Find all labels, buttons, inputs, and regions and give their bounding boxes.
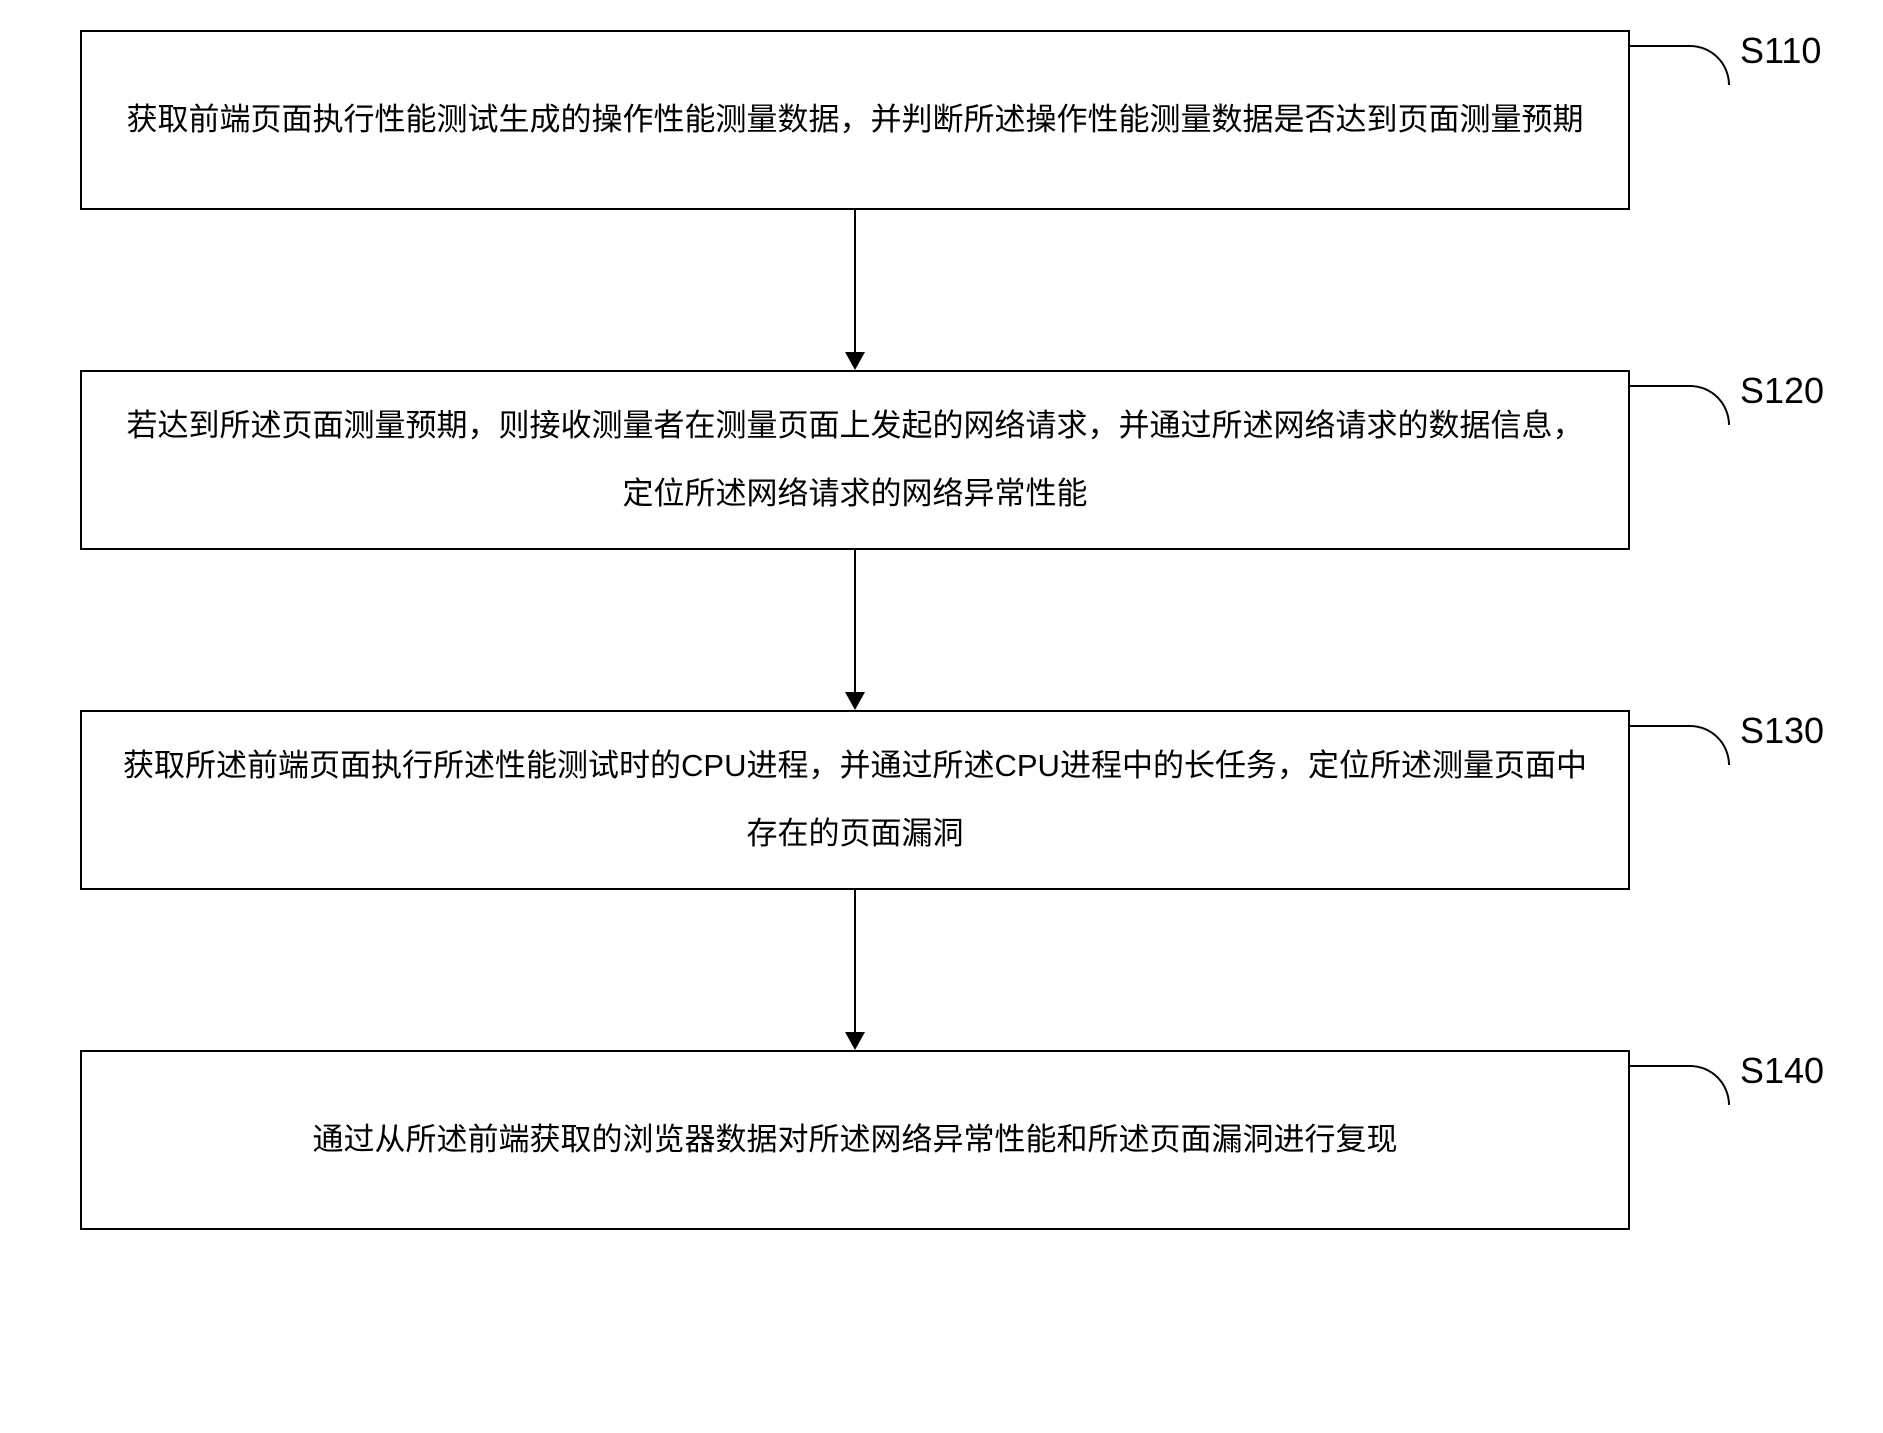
- step-label-s130: S130: [1740, 710, 1824, 752]
- node-text: 若达到所述页面测量预期，则接收测量者在测量页面上发起的网络请求，并通过所述网络请…: [122, 392, 1588, 528]
- arrow-head-icon: [845, 352, 865, 370]
- flowchart-container: 获取前端页面执行性能测试生成的操作性能测量数据，并判断所述操作性能测量数据是否达…: [0, 0, 1883, 1433]
- node-text: 获取所述前端页面执行所述性能测试时的CPU进程，并通过所述CPU进程中的长任务，…: [122, 732, 1588, 868]
- flowchart-arrow: [854, 550, 856, 692]
- step-label-s120: S120: [1740, 370, 1824, 412]
- step-label-s110: S110: [1740, 30, 1821, 72]
- step-label-s140: S140: [1740, 1050, 1824, 1092]
- flowchart-arrow: [854, 210, 856, 352]
- flowchart-node-s110: 获取前端页面执行性能测试生成的操作性能测量数据，并判断所述操作性能测量数据是否达…: [80, 30, 1630, 210]
- flowchart-node-s130: 获取所述前端页面执行所述性能测试时的CPU进程，并通过所述CPU进程中的长任务，…: [80, 710, 1630, 890]
- flowchart-node-s120: 若达到所述页面测量预期，则接收测量者在测量页面上发起的网络请求，并通过所述网络请…: [80, 370, 1630, 550]
- label-connector: [1630, 1065, 1730, 1105]
- flowchart-arrow: [854, 890, 856, 1032]
- node-text: 通过从所述前端获取的浏览器数据对所述网络异常性能和所述页面漏洞进行复现: [313, 1106, 1398, 1174]
- label-connector: [1630, 725, 1730, 765]
- label-connector: [1630, 45, 1730, 85]
- arrow-head-icon: [845, 1032, 865, 1050]
- label-connector: [1630, 385, 1730, 425]
- node-text: 获取前端页面执行性能测试生成的操作性能测量数据，并判断所述操作性能测量数据是否达…: [127, 86, 1584, 154]
- flowchart-node-s140: 通过从所述前端获取的浏览器数据对所述网络异常性能和所述页面漏洞进行复现: [80, 1050, 1630, 1230]
- arrow-head-icon: [845, 692, 865, 710]
